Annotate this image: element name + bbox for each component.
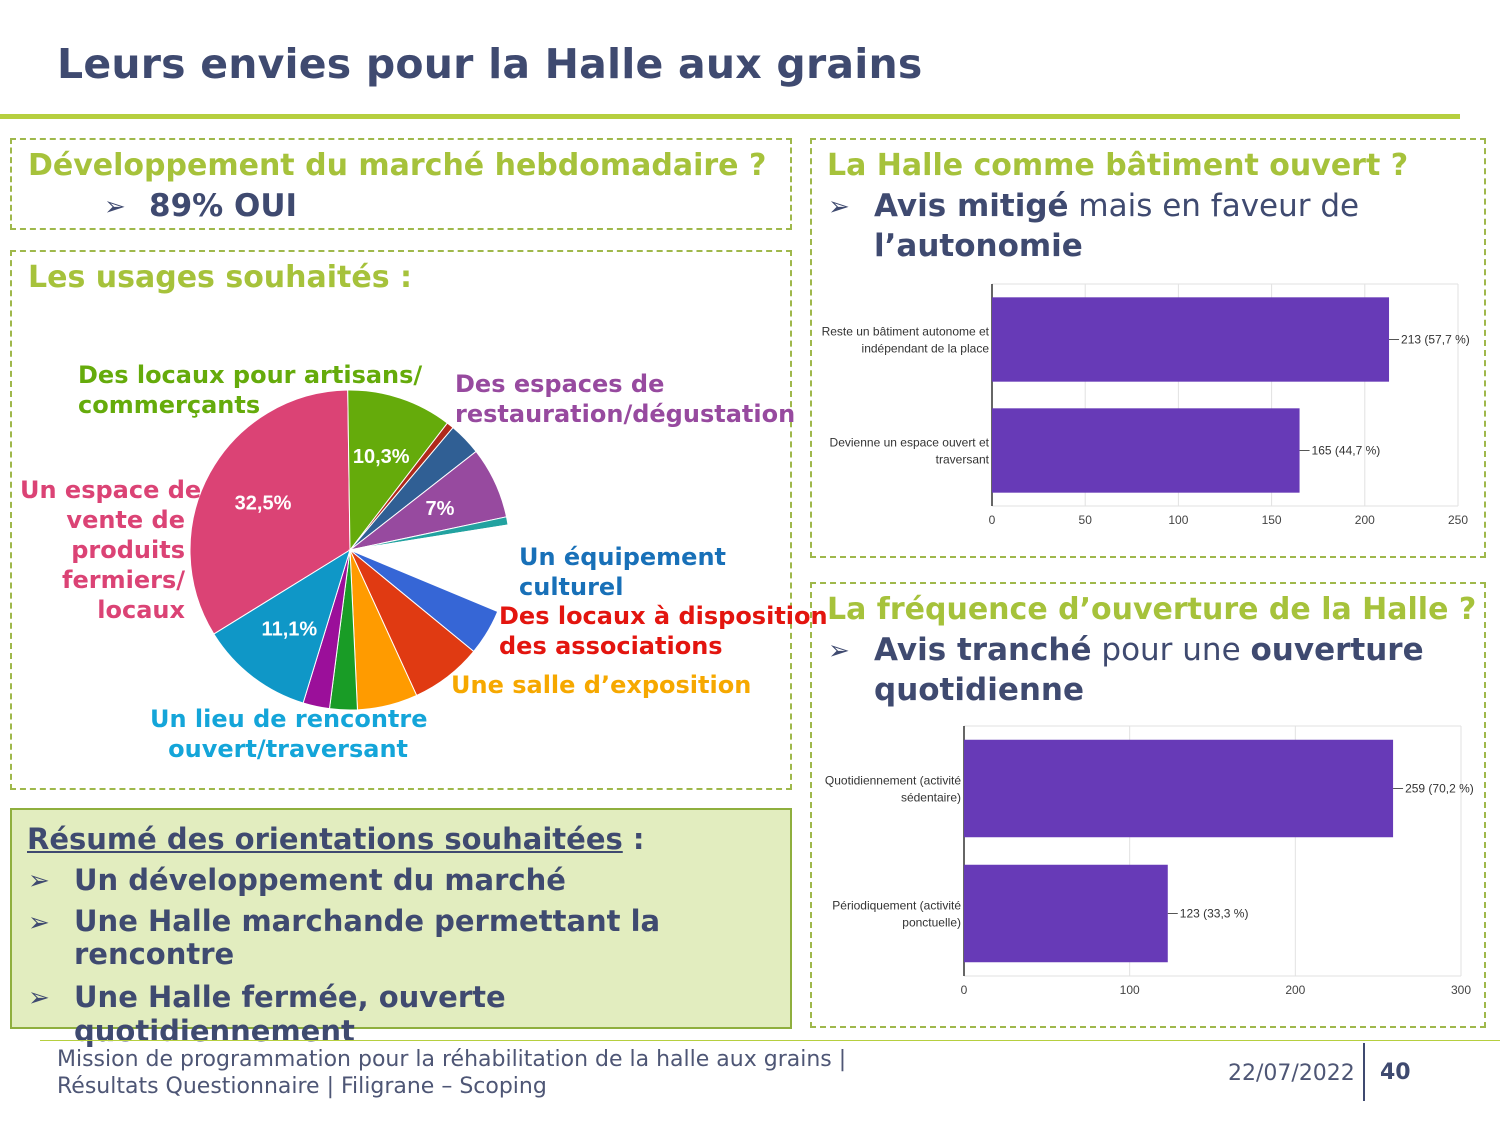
bar-value-label: 123 (33,3 %) bbox=[1180, 907, 1249, 921]
usages-heading: Les usages souhaités : bbox=[28, 260, 413, 295]
frequency-heading: La fréquence d’ouverture de la Halle ? bbox=[827, 592, 1477, 627]
pie-slice-label: 7% bbox=[425, 498, 454, 520]
frequency-answer-bold: Avis tranché bbox=[874, 632, 1092, 668]
frequency-answer-line2: quotidienne bbox=[874, 672, 1085, 708]
x-tick-label: 0 bbox=[989, 513, 996, 527]
footer-date: 22/07/2022 bbox=[1228, 1061, 1355, 1086]
pie-label-associations: Des locaux à disposition des association… bbox=[499, 602, 828, 660]
arrow-icon: ➢ bbox=[28, 908, 50, 938]
footer-text: Mission de programmation pour la réhabil… bbox=[57, 1047, 847, 1099]
bar-value-label: 259 (70,2 %) bbox=[1405, 782, 1474, 796]
pie-slice bbox=[348, 524, 511, 613]
frequency-box: La fréquence d’ouverture de la Halle ? ➢… bbox=[810, 582, 1486, 1028]
x-tick-label: 250 bbox=[1448, 513, 1468, 527]
pie-slice-label: 10,3% bbox=[353, 446, 410, 468]
arrow-icon: ➢ bbox=[828, 636, 850, 666]
frequency-bar-chart: 0 100 200 300 259 (70,2 %) Quotidiennement (a… bbox=[825, 725, 1474, 997]
category-label: Devienne un espace ouvert et bbox=[830, 436, 990, 450]
page-title: Leurs envies pour la Halle aux grains bbox=[57, 40, 923, 88]
market-box: Développement du marché hebdomadaire ? ➢… bbox=[10, 138, 792, 230]
pie-label-restauration: Des espaces de restauration/dégustation bbox=[455, 370, 796, 428]
x-tick-label: 100 bbox=[1168, 513, 1188, 527]
bar-value-label: 165 (44,7 %) bbox=[1312, 444, 1381, 458]
building-box: La Halle comme bâtiment ouvert ? ➢ Avis … bbox=[810, 138, 1486, 558]
summary-box: Résumé des orientations souhaitées : ➢ U… bbox=[10, 808, 792, 1048]
building-heading: La Halle comme bâtiment ouvert ? bbox=[827, 148, 1409, 183]
pie-slice bbox=[213, 548, 351, 704]
category-label: Reste un bâtiment autonome et bbox=[822, 325, 990, 339]
summary-item: Une Halle fermée, ouverte quotidiennemen… bbox=[74, 980, 506, 1048]
bar bbox=[964, 739, 1394, 838]
summary-heading-wrap: Résumé des orientations souhaitées : bbox=[27, 822, 644, 856]
footer-separator bbox=[1363, 1043, 1365, 1101]
bar bbox=[992, 297, 1390, 382]
frequency-answer-mid: pour une bbox=[1091, 632, 1251, 668]
x-tick-label: 100 bbox=[1120, 983, 1140, 997]
summary-item: Un développement du marché bbox=[74, 863, 566, 897]
market-heading: Développement du marché hebdomadaire ? bbox=[28, 148, 767, 183]
pie-label-exposition: Une salle d’exposition bbox=[451, 671, 752, 699]
pie-slice bbox=[189, 389, 351, 635]
x-tick-label: 150 bbox=[1262, 513, 1282, 527]
x-tick-label: 200 bbox=[1285, 983, 1305, 997]
footer-rule bbox=[40, 1040, 1500, 1041]
frequency-answer: Avis tranché pour une ouverture bbox=[874, 632, 1424, 668]
market-answer: 89% OUI bbox=[149, 188, 298, 224]
building-answer-bold: Avis mitigé bbox=[874, 188, 1069, 224]
category-label: traversant bbox=[936, 453, 990, 467]
bar-value-label: 213 (57,7 %) bbox=[1401, 333, 1470, 347]
building-answer-rest: mais en faveur de bbox=[1068, 188, 1360, 224]
pie-label-rencontre: Un lieu de rencontre ouvert/traversant bbox=[150, 705, 428, 763]
pie-slice-label: 32,5% bbox=[235, 492, 292, 514]
arrow-icon: ➢ bbox=[28, 866, 50, 896]
frequency-answer-bold2: ouverture bbox=[1250, 632, 1424, 668]
pie-label-artisans: Des locaux pour artisans/ commerçants bbox=[78, 361, 423, 419]
bar bbox=[964, 864, 1168, 963]
pie-slice bbox=[347, 389, 449, 552]
building-answer: Avis mitigé mais en faveur de bbox=[874, 188, 1359, 224]
bar bbox=[992, 408, 1300, 493]
summary-heading: Résumé des orientations souhaitées bbox=[27, 822, 623, 856]
pie-label-culturel: Un équipement culturel bbox=[519, 543, 726, 601]
summary-heading-colon: : bbox=[622, 822, 645, 856]
x-tick-label: 200 bbox=[1355, 513, 1375, 527]
arrow-icon: ➢ bbox=[104, 192, 126, 222]
x-tick-label: 50 bbox=[1079, 513, 1093, 527]
x-tick-label: 0 bbox=[961, 983, 968, 997]
usages-pie-chart: 32,5% 10,3% 7% 11,1% bbox=[189, 389, 511, 711]
building-answer-line2: l’autonomie bbox=[874, 228, 1083, 264]
usages-box: Les usages souhaités : bbox=[10, 250, 792, 790]
pie-slice-label: 11,1% bbox=[262, 619, 318, 641]
arrow-icon: ➢ bbox=[828, 192, 850, 222]
arrow-icon: ➢ bbox=[28, 983, 50, 1013]
category-label: indépendant de la place bbox=[862, 342, 990, 356]
pie-label-vente: Un espace de vente de produits fermiers/… bbox=[20, 476, 202, 624]
category-label: sédentaire) bbox=[901, 791, 961, 805]
category-label: Quotidiennement (activité bbox=[825, 774, 961, 788]
category-label: Périodiquement (activité bbox=[832, 899, 961, 913]
page-number: 40 bbox=[1380, 1060, 1411, 1085]
building-bar-chart: 0 50 100 150 200 250 213 (57,7 %) Reste un bâti… bbox=[822, 283, 1470, 527]
title-underline bbox=[0, 114, 1460, 119]
summary-item: Une Halle marchande permettant la rencon… bbox=[74, 904, 661, 971]
category-label: ponctuelle) bbox=[902, 916, 961, 930]
x-tick-label: 300 bbox=[1451, 983, 1471, 997]
